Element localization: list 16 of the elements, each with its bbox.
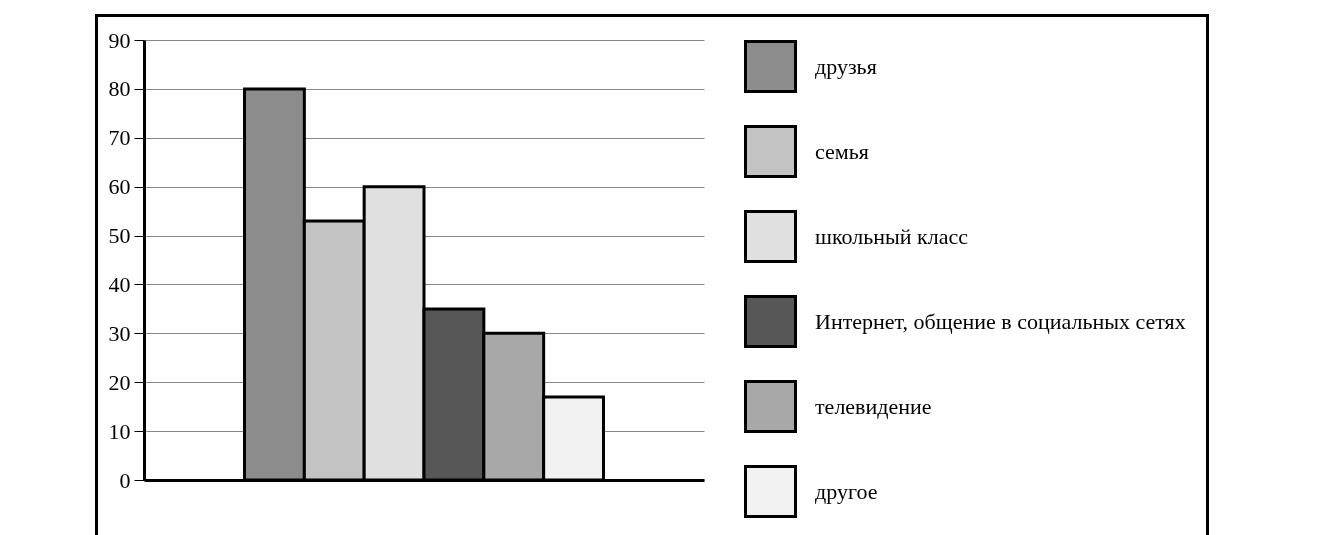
y-tick-label: 90: [108, 27, 131, 53]
y-tick-label: 80: [108, 76, 131, 102]
legend-label: семья: [815, 138, 869, 164]
legend-label: Интернет, общение в социальных сетях: [815, 308, 1186, 334]
y-tick-label: 0: [119, 467, 131, 493]
y-tick-label: 50: [108, 223, 131, 249]
legend-label: друзья: [815, 53, 877, 79]
legend-label: телевидение: [815, 393, 932, 419]
y-tick-label: 20: [108, 369, 131, 395]
legend-label: другое: [815, 478, 878, 504]
y-tick-label: 30: [108, 320, 131, 346]
y-tick-label: 70: [108, 125, 131, 151]
y-tick-label: 10: [108, 418, 131, 444]
y-tick-label: 40: [108, 271, 131, 297]
y-tick-label: 60: [108, 174, 131, 200]
legend-label: школьный класс: [815, 223, 969, 249]
